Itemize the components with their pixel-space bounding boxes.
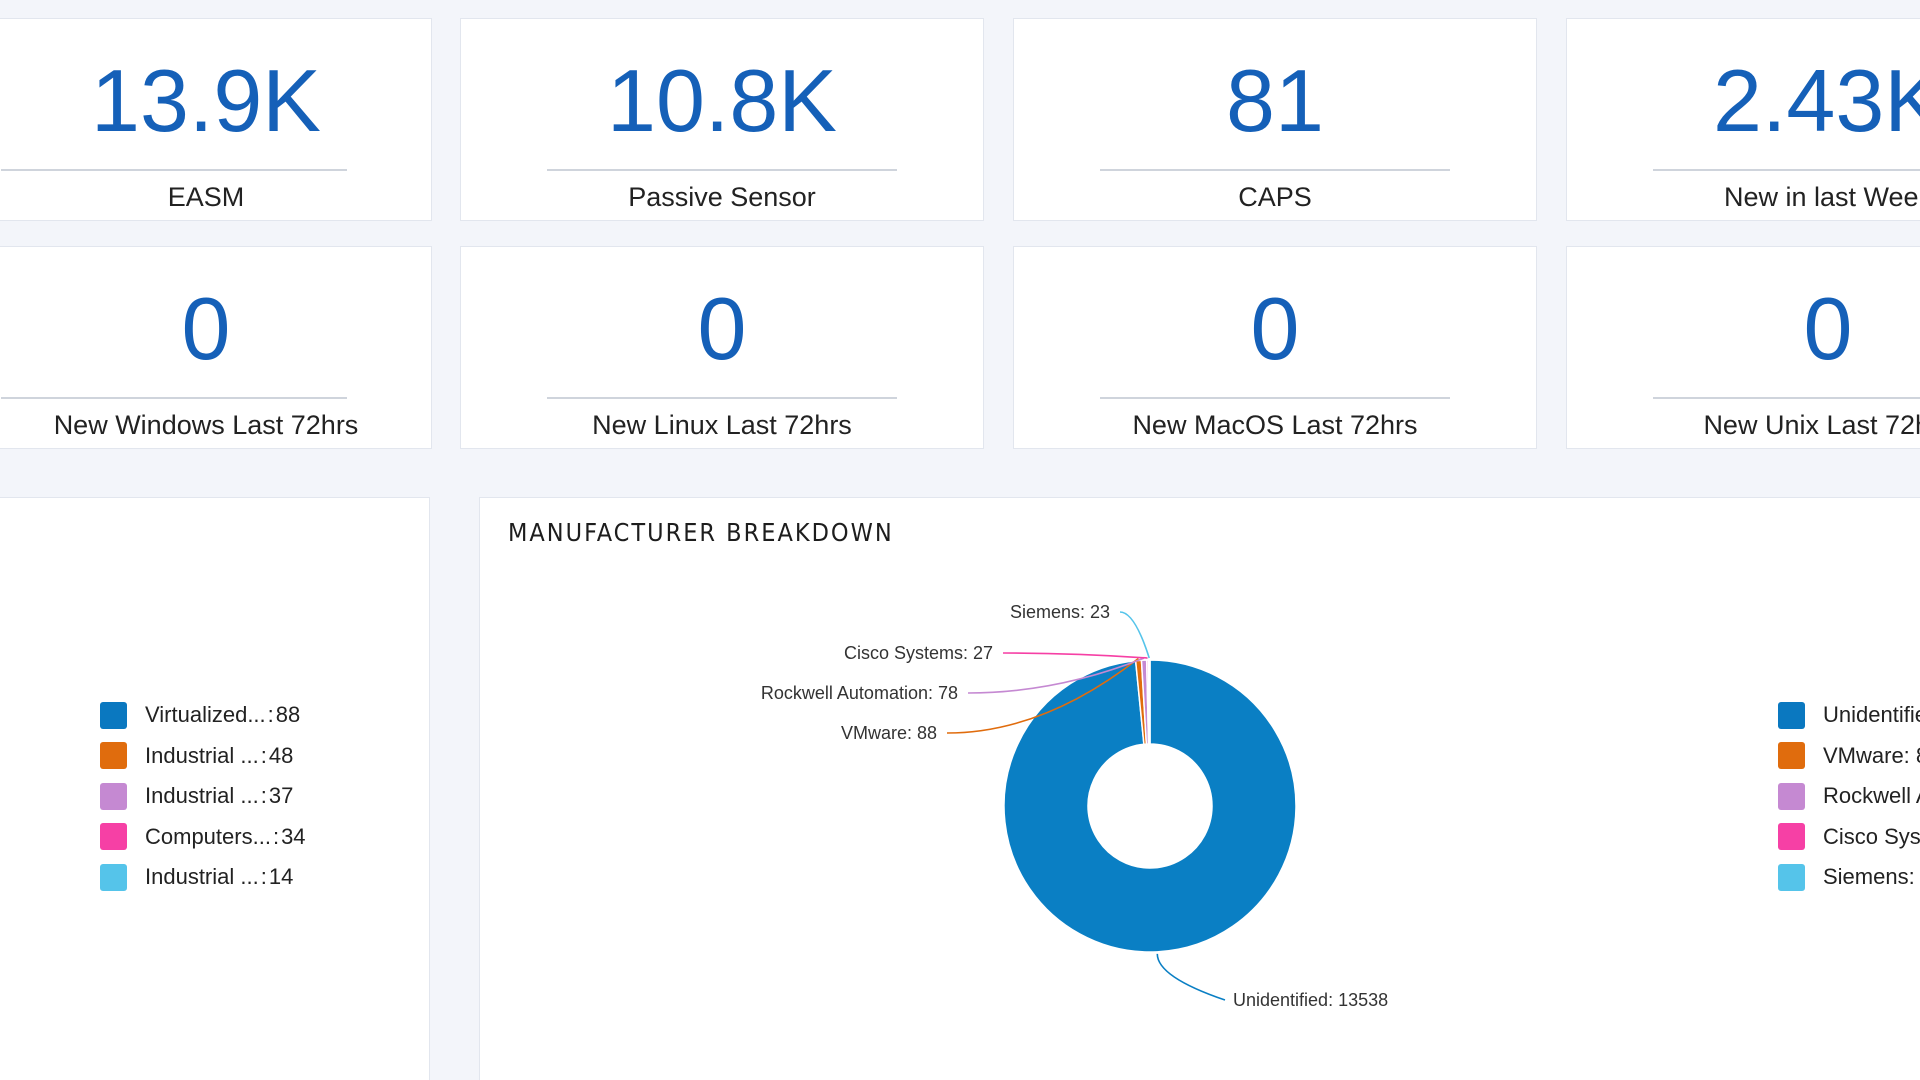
panel-title: MANUFACTURER BREAKDOWN [508,518,894,547]
stat-value: 10.8K [607,51,837,150]
stat-card-passive-sensor[interactable]: 10.8K Passive Sensor [460,18,984,221]
callout-leader-line [1156,953,1226,1001]
stat-label: New MacOS Last 72hrs [1132,410,1418,440]
stat-label: New Windows Last 72hrs [53,410,359,440]
legend-label: Siemens: 23 [1823,864,1920,890]
legend-swatch [1778,782,1805,810]
legend-swatch [100,823,127,851]
legend-item[interactable]: Cisco Systems: 27 [1778,817,1920,858]
legend-separator: : [272,823,280,849]
slice-callout-label: Siemens: 23 [1010,602,1110,622]
legend-swatch [100,863,127,891]
legend-item[interactable]: VMware: 88 [1778,736,1920,777]
legend-label: Industrial ... [145,742,259,768]
slice-callout-label: Unidentified: 13538 [1233,990,1388,1010]
manufacturer-donut-chart: Unidentified: 13538 VMware: 88 Rockwell Au… [761,602,1388,1010]
stat-value: 0 [1803,279,1853,378]
legend-item[interactable]: Virtualized... : 88 [100,695,306,736]
legend-value: 37 [268,783,294,809]
callout-leader-line [967,657,1145,694]
divider [1,169,347,171]
divider [1100,397,1450,399]
divider [1653,397,1920,399]
stat-card-new-windows[interactable]: 0 New Windows Last 72hrs [0,246,432,449]
divider [1653,169,1920,171]
legend-value: 14 [268,864,294,890]
stat-label: New Unix Last 72hrs [1703,410,1920,440]
device-type-legend: Virtualized... : 88 Industrial ... : 48 … [100,695,306,898]
callout-leader-line [1002,652,1148,659]
manufacturer-breakdown-panel: MANUFACTURER BREAKDOWN Unidentified: 135… [479,497,1920,1080]
legend-value: 34 [281,823,306,849]
legend-label: Cisco Systems: 27 [1823,823,1920,849]
stat-label: EASM [167,182,245,212]
legend-label: Industrial ... [145,864,259,890]
legend-label: VMware: 88 [1823,742,1920,768]
donut-slice[interactable] [1147,659,1151,745]
callout-leader-line [1119,611,1150,659]
divider [547,397,897,399]
legend-label: Virtualized... [145,702,266,728]
legend-item[interactable]: Industrial ... : 37 [100,776,306,817]
legend-separator: : [267,702,274,728]
legend-item[interactable]: Unidentified: 13538 [1778,695,1920,736]
legend-swatch [1778,701,1805,729]
slice-callout-label: Rockwell Automation: 78 [761,683,958,703]
legend-swatch [100,742,127,770]
stat-value: 2.43K [1713,51,1920,150]
stat-value: 0 [697,279,747,378]
stat-label: CAPS [1238,182,1312,212]
slice-callout-label: Cisco Systems: 27 [844,643,993,663]
legend-value: 48 [268,742,294,768]
stat-card-easm[interactable]: 13.9K EASM [0,18,432,221]
legend-item[interactable]: Computers... : 34 [100,817,306,858]
stat-card-new-macos[interactable]: 0 New MacOS Last 72hrs [1013,246,1537,449]
legend-item[interactable]: Industrial ... : 14 [100,857,306,898]
donut-slice[interactable] [1003,659,1297,953]
stat-label: New Linux Last 72hrs [592,410,852,440]
legend-swatch [1778,863,1805,891]
legend-separator: : [260,783,267,809]
legend-item[interactable]: Rockwell Automation: 78 [1778,776,1920,817]
stat-label: New in last Week [1723,182,1920,212]
legend-label: Industrial ... [145,783,259,809]
legend-value: 88 [275,702,301,728]
stat-value: 13.9K [91,51,321,150]
legend-label: Computers... [145,823,271,849]
stat-card-new-unix[interactable]: 0 New Unix Last 72hrs [1566,246,1920,449]
legend-item[interactable]: Siemens: 23 [1778,857,1920,898]
stat-value: 0 [181,279,231,378]
stat-card-caps[interactable]: 81 CAPS [1013,18,1537,221]
legend-swatch [1778,823,1805,851]
stat-value: 0 [1250,279,1300,378]
legend-label: Rockwell Automation: 78 [1823,783,1920,809]
stat-card-new-last-week[interactable]: 2.43K New in last Week [1566,18,1920,221]
device-type-panel: Virtualized... : 88 Industrial ... : 48 … [0,497,430,1080]
legend-separator: : [260,742,267,768]
legend-item[interactable]: Industrial ... : 48 [100,736,306,777]
stat-label: Passive Sensor [628,182,816,212]
legend-separator: : [260,864,267,890]
legend-label: Unidentified: 13538 [1823,702,1920,728]
legend-swatch [100,701,127,729]
divider [1100,169,1450,171]
divider [547,169,897,171]
stat-value: 81 [1226,51,1324,150]
legend-swatch [1778,742,1805,770]
divider [1,397,347,399]
legend-swatch [100,782,127,810]
slice-callout-label: VMware: 88 [841,723,937,743]
manufacturer-legend: Unidentified: 13538 VMware: 88 Rockwell … [1778,695,1920,898]
callout-leader-line [946,657,1139,734]
stat-card-new-linux[interactable]: 0 New Linux Last 72hrs [460,246,984,449]
